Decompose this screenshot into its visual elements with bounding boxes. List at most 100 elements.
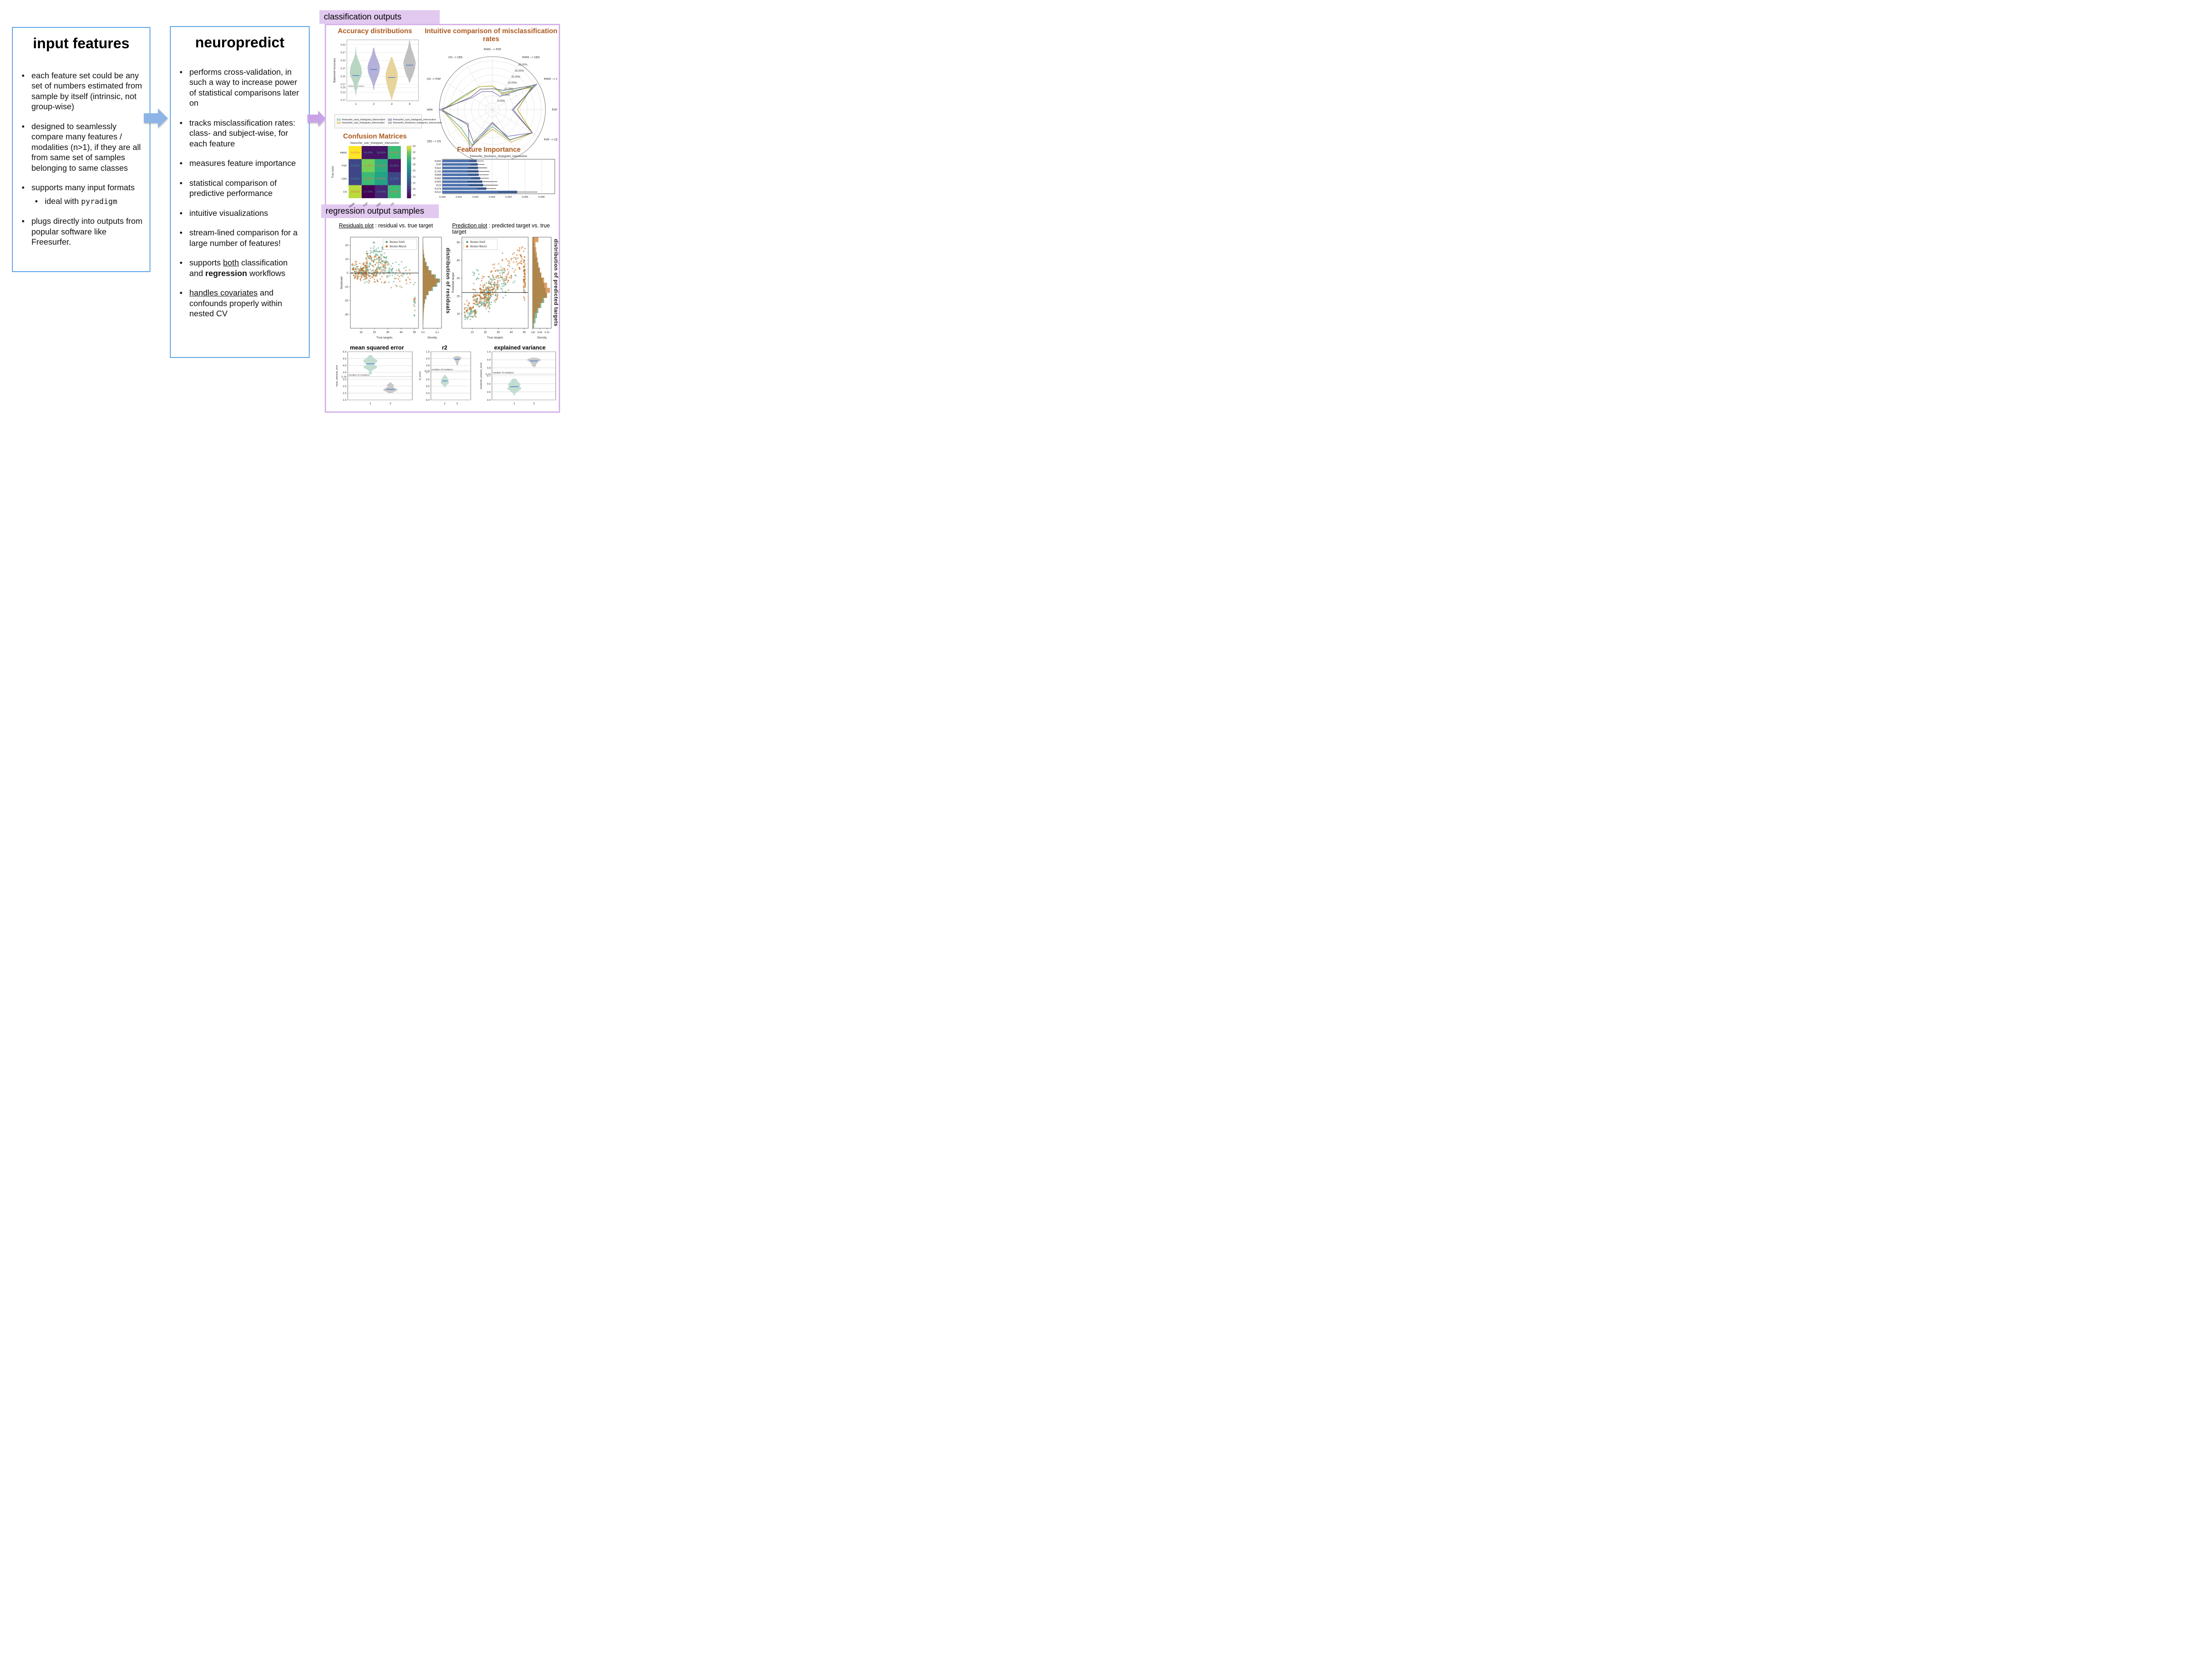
- svg-text:Balanced Accuracy: Balanced Accuracy: [333, 58, 336, 83]
- svg-text:30.00%: 30.00%: [390, 151, 399, 154]
- svg-text:freesurfer_sulc_histogram_inte: freesurfer_sulc_histogram_intersection: [350, 142, 399, 145]
- svg-text:Density: Density: [427, 336, 437, 339]
- svg-text:35.00%: 35.00%: [518, 64, 528, 66]
- neuropredict-box: neuropredict • performs cross-validation,…: [170, 26, 310, 358]
- bullet-item: • each feature set could be any set of nu…: [22, 71, 142, 111]
- svg-text:21.00%: 21.00%: [390, 177, 399, 180]
- svg-text:Boston f6to13: Boston f6to13: [470, 246, 487, 248]
- svg-text:29.00%: 29.00%: [376, 164, 386, 167]
- svg-text:10.00%: 10.00%: [501, 94, 510, 97]
- svg-text:f230: f230: [436, 164, 441, 166]
- input-features-bullets: • each feature set could be any set of nu…: [13, 70, 150, 247]
- svg-text:0.8: 0.8: [487, 367, 491, 369]
- prediction-scatter-plot: 10 20 30 40 50 50 40 30 20 10 True targets Predicte…: [452, 237, 529, 339]
- svg-text:PARK: PARK: [349, 202, 356, 209]
- svg-text:10: 10: [360, 331, 363, 334]
- svg-text:CBS: CBS: [342, 178, 347, 180]
- svg-text:20: 20: [413, 188, 415, 191]
- svg-text:3.5: 3.5: [343, 372, 347, 374]
- svg-text:1: 1: [369, 402, 371, 405]
- svg-text:0.27: 0.27: [341, 83, 346, 86]
- bullet-item: • statistical comparison of predictive pe…: [180, 178, 277, 198]
- svg-text:explained_variance_score: explained_variance_score: [480, 362, 483, 389]
- svg-text:CN: CN: [343, 191, 347, 193]
- svg-text:0.32: 0.32: [341, 75, 346, 78]
- bullet-item: • designed to seamlessly compare many fea…: [22, 121, 141, 173]
- svg-text:25.00%: 25.00%: [511, 76, 521, 79]
- bullet-item: • supports many input formats: [22, 183, 135, 192]
- svg-text:21.00%: 21.00%: [350, 164, 360, 167]
- bullet-item: • supports both classification and regres…: [180, 258, 288, 278]
- svg-text:20.00%: 20.00%: [508, 82, 517, 84]
- input-features-title: input features: [33, 35, 130, 51]
- svg-text:0.72: 0.72: [425, 370, 430, 373]
- svg-text:0.25: 0.25: [341, 87, 346, 89]
- svg-text:40: 40: [510, 331, 513, 334]
- svg-text:f1092: f1092: [434, 177, 441, 180]
- svg-text:0.003: 0.003: [489, 196, 495, 199]
- svg-text:0.22: 0.22: [341, 91, 346, 94]
- prediction-distribution-label: distribution of predicted targets: [553, 239, 559, 326]
- svg-text:24: 24: [413, 176, 415, 178]
- svg-text:50: 50: [523, 331, 526, 334]
- svg-text:0.3: 0.3: [426, 399, 430, 402]
- svg-text:f1365: f1365: [434, 181, 441, 184]
- svg-text:f1400: f1400: [434, 160, 441, 163]
- svg-text:0.4: 0.4: [487, 399, 491, 402]
- svg-text:Boston f6to13: Boston f6to13: [390, 246, 407, 248]
- svg-text:10: 10: [345, 258, 348, 261]
- svg-text:PARK --> CBS: PARK --> CBS: [522, 56, 540, 59]
- svg-text:50: 50: [457, 242, 460, 244]
- svg-text:0.5: 0.5: [487, 391, 491, 394]
- residuals-scatter-plot: 10 20 30 40 50 20 10 0 -10 -20 -30 True targets Resi…: [340, 237, 419, 339]
- svg-text:4.0: 4.0: [343, 365, 347, 367]
- svg-text:28.00%: 28.00%: [376, 177, 386, 180]
- classification-outputs-label: classification outputs: [324, 12, 402, 22]
- legend-item: freesurfer_curv_histogram_intersection: [388, 119, 442, 121]
- accuracy-distributions-title: Accuracy distributions: [338, 27, 412, 35]
- svg-text:21.00%: 21.00%: [350, 177, 360, 180]
- svg-text:50: 50: [413, 331, 416, 334]
- svg-text:-10: -10: [344, 286, 348, 288]
- svg-text:0.00: 0.00: [531, 331, 535, 334]
- explained-variance-violin-chart: 1.0 0.9 0.8 0.720.7 0.6 0.5 0.4 median of media…: [480, 351, 556, 405]
- svg-text:0.1: 0.1: [435, 331, 439, 334]
- svg-text:0.5: 0.5: [426, 385, 430, 388]
- svg-text:22: 22: [413, 182, 415, 184]
- svg-text:Predicted target: Predicted target: [452, 273, 455, 293]
- svg-text:5.0: 5.0: [343, 351, 347, 353]
- svg-text:4: 4: [409, 103, 411, 106]
- radar-title: Intuitive comparison of misclassificatio…: [425, 27, 557, 43]
- svg-text:33.00%: 33.00%: [350, 190, 360, 193]
- svg-text:28: 28: [413, 164, 415, 166]
- svg-text:f1740: f1740: [434, 170, 441, 173]
- svg-text:34: 34: [413, 145, 415, 148]
- svg-text:2: 2: [457, 402, 458, 405]
- neuropredict-title: neuropredict: [195, 34, 284, 50]
- svg-text:0: 0: [347, 272, 349, 275]
- svg-text:PARK: PARK: [340, 152, 347, 154]
- svg-text:0.17: 0.17: [341, 99, 346, 102]
- svg-text:median of medians: median of medians: [432, 369, 453, 371]
- svg-text:CN: CN: [390, 202, 395, 207]
- svg-text:20: 20: [373, 331, 376, 334]
- svg-text:5.00%: 5.00%: [497, 100, 505, 103]
- classification-outputs-chip: classification outputs: [319, 10, 440, 24]
- residuals-plot-header: Residuals plot : residual vs. true targe…: [339, 223, 433, 229]
- svg-text:Boston f1to5: Boston f1to5: [470, 241, 485, 244]
- svg-text:2.0: 2.0: [343, 392, 347, 395]
- svg-text:0.000: 0.000: [439, 196, 446, 199]
- svg-text:r2_score: r2_score: [419, 371, 422, 380]
- svg-text:0.006: 0.006: [538, 196, 545, 199]
- svg-text:f1543: f1543: [434, 167, 441, 170]
- svg-text:1.0: 1.0: [426, 351, 430, 353]
- svg-text:3.0: 3.0: [343, 378, 347, 381]
- svg-text:30: 30: [386, 331, 389, 334]
- svg-text:2.5: 2.5: [343, 385, 347, 388]
- svg-text:34.00%: 34.00%: [350, 151, 360, 154]
- bullet-item: • ideal with pyradigm: [35, 196, 118, 206]
- svg-text:0.42: 0.42: [341, 60, 346, 62]
- svg-text:-30: -30: [344, 314, 348, 316]
- svg-text:30: 30: [457, 277, 460, 280]
- svg-text:0.001: 0.001: [456, 196, 462, 199]
